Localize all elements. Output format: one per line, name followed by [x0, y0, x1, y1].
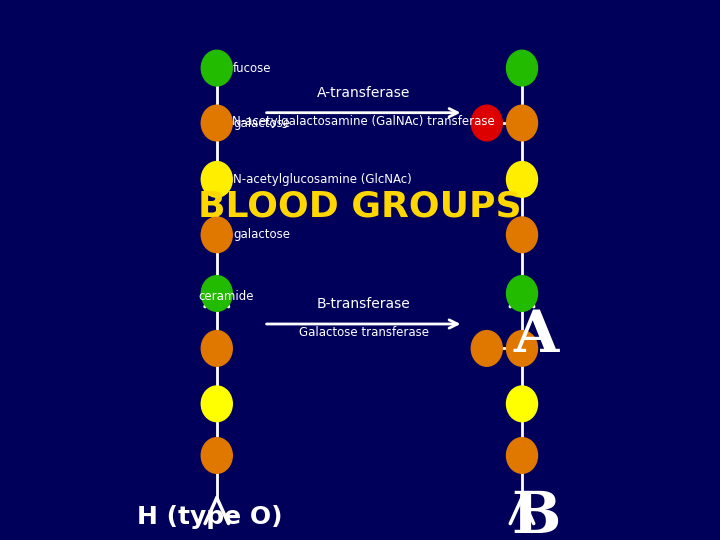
Text: ceramide: ceramide	[198, 291, 253, 303]
Ellipse shape	[506, 105, 538, 141]
Ellipse shape	[506, 386, 538, 422]
Ellipse shape	[506, 217, 538, 253]
Ellipse shape	[506, 437, 538, 473]
Text: N-acetylgalactosamine (GalNAc) transferase: N-acetylgalactosamine (GalNAc) transfera…	[232, 115, 495, 128]
Text: B-transferase: B-transferase	[317, 297, 410, 311]
Ellipse shape	[202, 50, 233, 86]
Text: galactose: galactose	[233, 228, 290, 241]
Ellipse shape	[202, 105, 233, 141]
Text: Galactose transferase: Galactose transferase	[299, 326, 428, 339]
Ellipse shape	[506, 330, 538, 366]
Ellipse shape	[202, 330, 233, 366]
Ellipse shape	[202, 275, 233, 311]
Text: fucose: fucose	[233, 62, 271, 75]
Ellipse shape	[506, 275, 538, 311]
Ellipse shape	[506, 50, 538, 86]
Ellipse shape	[202, 437, 233, 473]
Ellipse shape	[202, 161, 233, 197]
Ellipse shape	[202, 217, 233, 253]
Text: N-acetylglucosamine (GlcNAc): N-acetylglucosamine (GlcNAc)	[233, 173, 412, 186]
Text: H (type O): H (type O)	[137, 504, 282, 529]
Text: A-transferase: A-transferase	[317, 85, 410, 99]
Ellipse shape	[472, 105, 503, 141]
Text: B: B	[511, 489, 561, 540]
Text: galactose: galactose	[233, 117, 290, 130]
Text: A: A	[513, 308, 559, 364]
Text: BLOOD GROUPS: BLOOD GROUPS	[198, 190, 522, 224]
Ellipse shape	[202, 386, 233, 422]
Ellipse shape	[472, 330, 503, 366]
Ellipse shape	[506, 161, 538, 197]
